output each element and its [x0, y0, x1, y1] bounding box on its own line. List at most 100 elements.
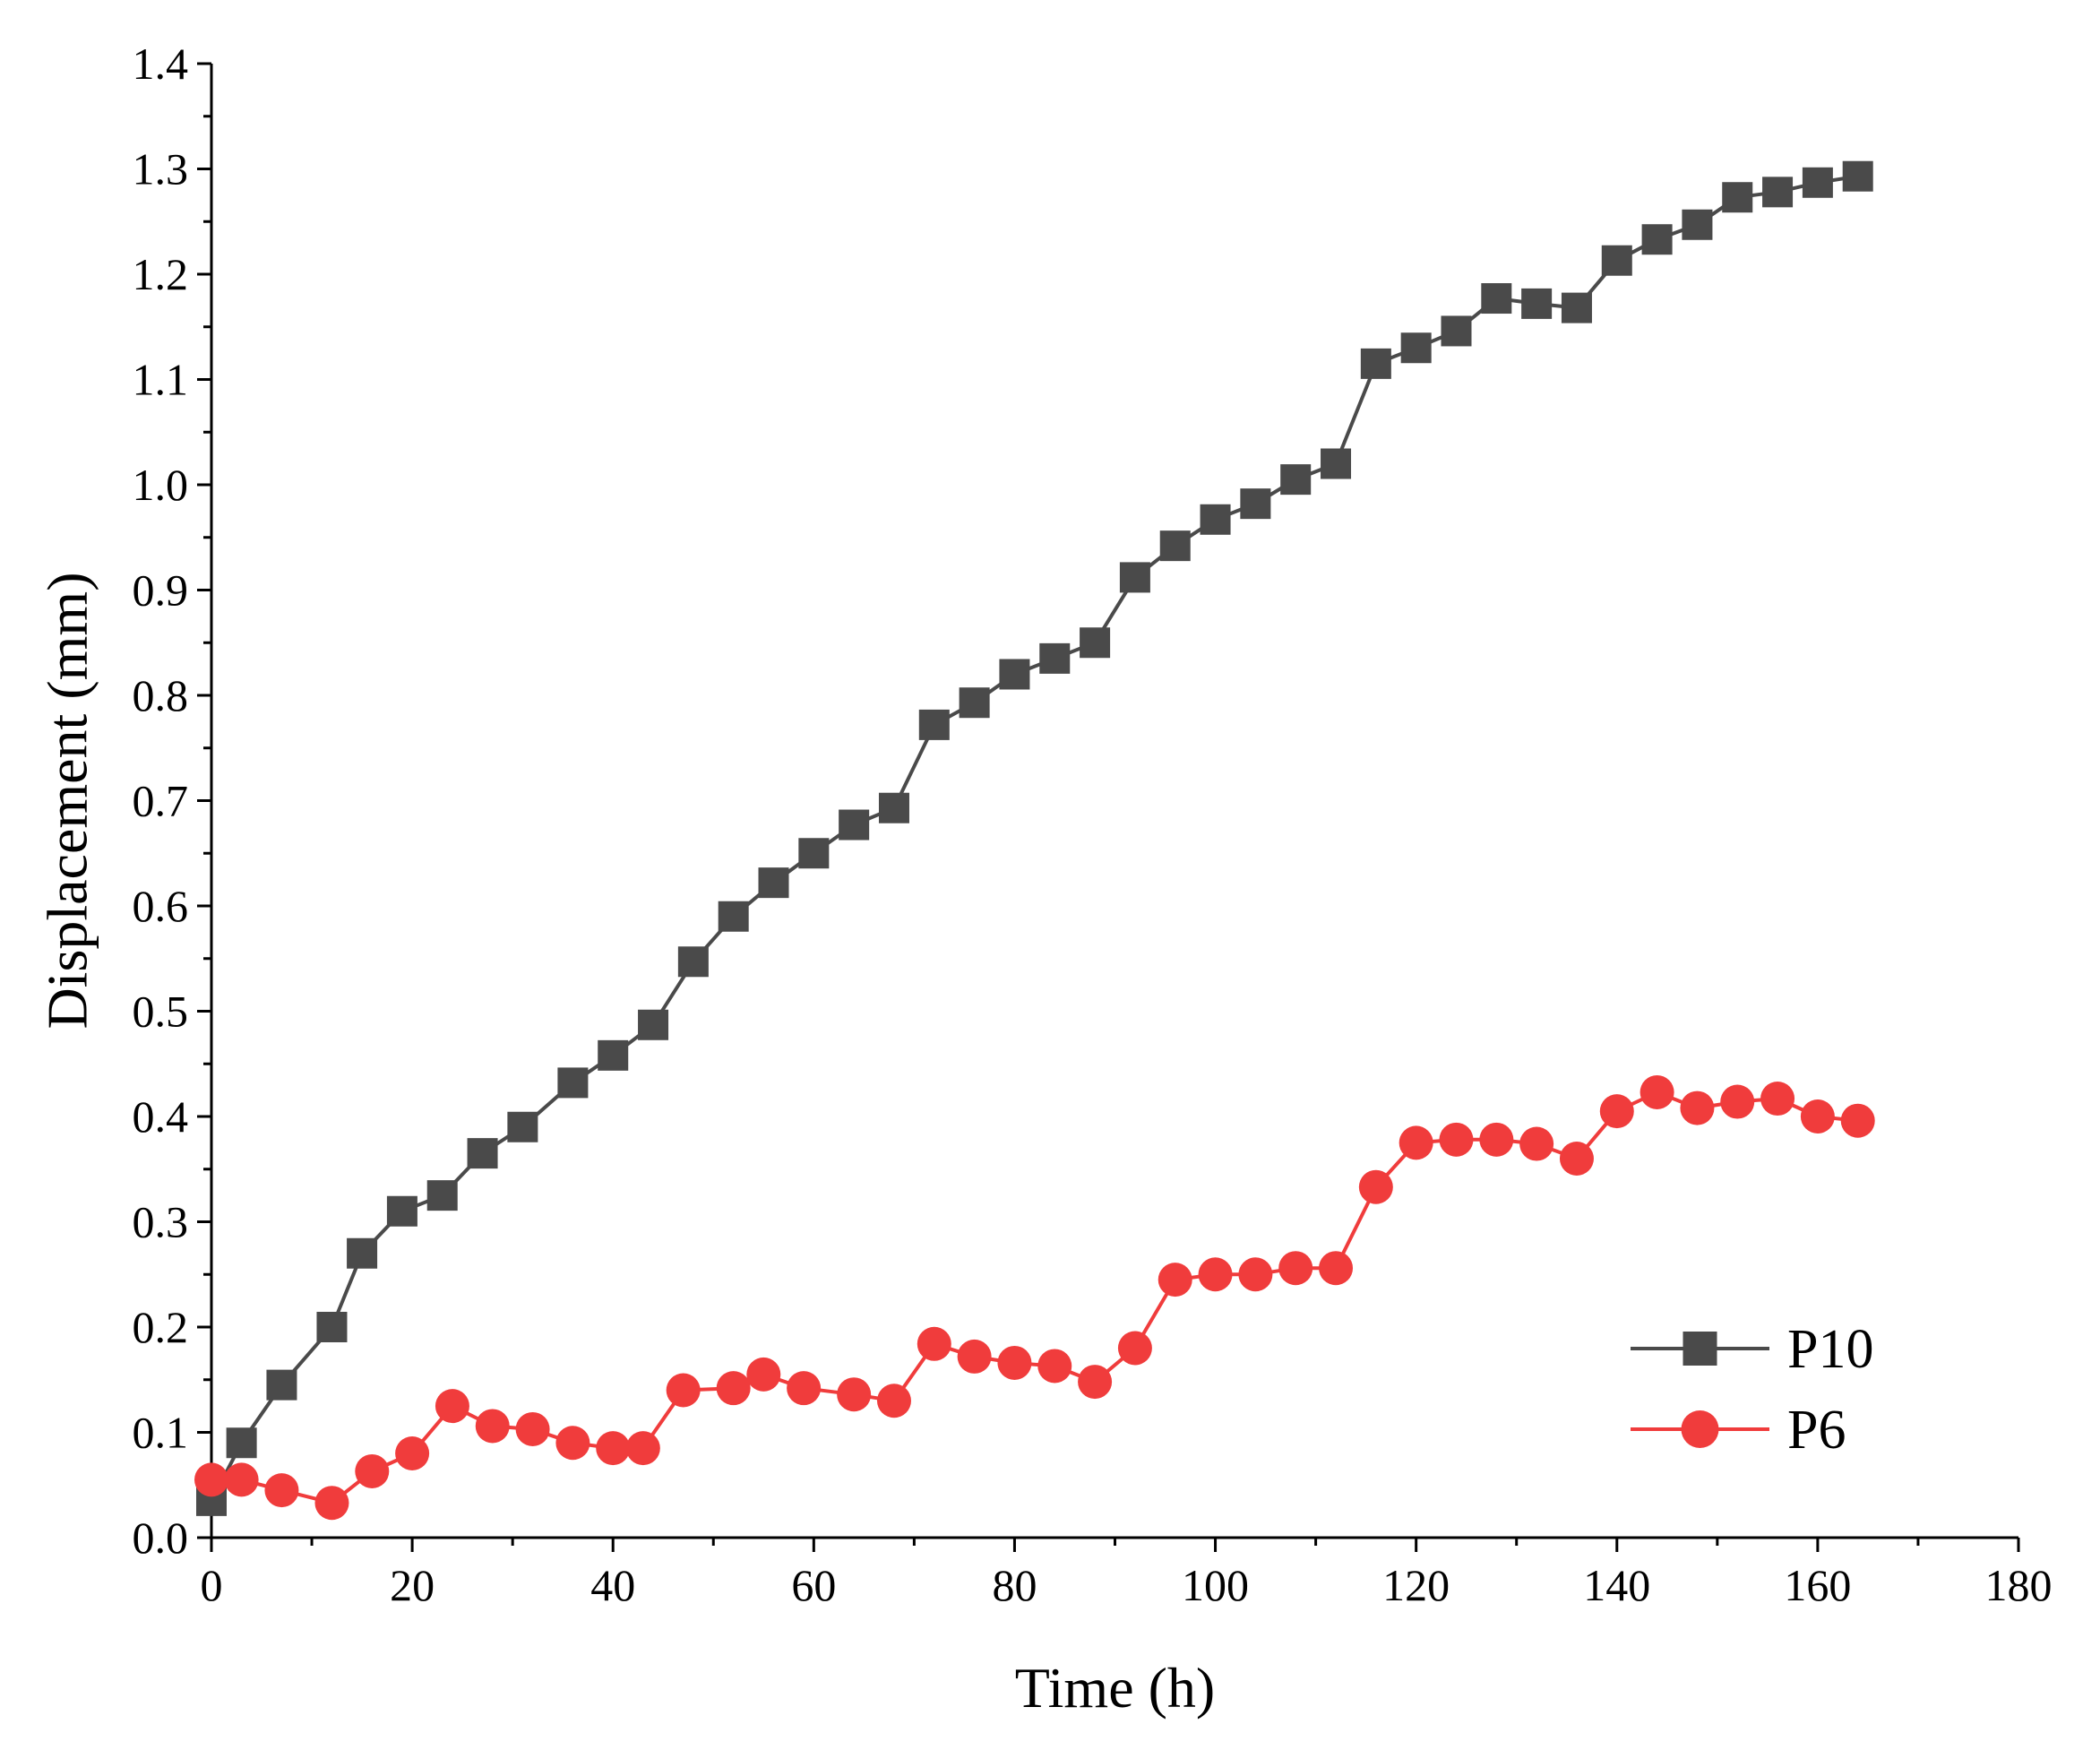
- y-tick-label: 0.1: [133, 1408, 189, 1458]
- x-tick-label: 60: [791, 1560, 836, 1610]
- axes: 0 20 40 60 80 100 120 140 160 180 0.0 0.1 0.2 0.3 0.4 0…: [133, 39, 2053, 1610]
- y-tick-label: 0.4: [133, 1091, 189, 1142]
- data-point-p10: [1561, 292, 1592, 323]
- data-point-p6: [1358, 1169, 1393, 1204]
- data-point-p10: [1722, 182, 1753, 213]
- data-point-p6: [837, 1377, 872, 1412]
- data-point-p10: [718, 901, 749, 932]
- legend-item-p6: P6: [1631, 1400, 1846, 1461]
- data-point-p10: [1762, 177, 1794, 208]
- data-point-p6: [395, 1436, 430, 1470]
- x-tick-label: 140: [1583, 1560, 1650, 1610]
- data-point-p6: [194, 1462, 228, 1497]
- data-point-p10: [266, 1369, 297, 1401]
- data-point-p10: [1039, 642, 1071, 674]
- data-point-p6: [1198, 1257, 1233, 1292]
- legend-marker-p6: [1681, 1410, 1719, 1448]
- data-point-p6: [1238, 1257, 1273, 1292]
- y-tick-label: 1.1: [133, 355, 189, 405]
- data-point-p10: [839, 809, 870, 841]
- series-p6: [194, 1074, 1875, 1521]
- data-point-p10: [226, 1427, 257, 1459]
- data-point-p10: [1601, 245, 1632, 276]
- y-tick-label: 1.3: [133, 144, 189, 194]
- data-point-p6: [746, 1357, 781, 1392]
- data-point-p10: [918, 709, 950, 740]
- data-point-p10: [1682, 209, 1713, 240]
- y-tick-label: 0.3: [133, 1197, 189, 1247]
- data-point-p6: [957, 1339, 992, 1374]
- data-point-p10: [1360, 348, 1391, 379]
- legend-label-p6: P6: [1787, 1400, 1846, 1461]
- data-point-p6: [1599, 1094, 1634, 1129]
- y-tick-label: 1.0: [133, 460, 189, 510]
- y-tick-label: 0.6: [133, 881, 189, 931]
- data-point-p10: [426, 1180, 458, 1211]
- data-point-p10: [1481, 283, 1512, 315]
- x-tick-label: 80: [992, 1560, 1037, 1610]
- series-layer: [194, 160, 1875, 1521]
- y-tick-label: 0.5: [133, 987, 189, 1037]
- y-tick-label: 0.8: [133, 670, 189, 720]
- data-point-p10: [1240, 488, 1271, 520]
- data-point-p10: [316, 1312, 348, 1342]
- data-point-p6: [625, 1431, 660, 1466]
- data-point-p6: [1037, 1349, 1072, 1384]
- x-tick-label: 100: [1182, 1560, 1249, 1610]
- x-tick-label: 120: [1382, 1560, 1450, 1610]
- data-point-p6: [1760, 1082, 1795, 1116]
- data-point-p6: [1117, 1331, 1152, 1366]
- y-tick-label: 0.2: [133, 1302, 189, 1352]
- y-tick-label: 1.4: [133, 39, 189, 89]
- data-point-p6: [1278, 1251, 1313, 1286]
- data-point-p10: [1119, 562, 1150, 593]
- data-point-p6: [1720, 1084, 1755, 1119]
- data-point-p6: [555, 1426, 590, 1461]
- y-tick-label: 1.2: [133, 249, 189, 299]
- data-point-p6: [1319, 1251, 1354, 1286]
- data-point-p10: [598, 1039, 629, 1071]
- data-point-p10: [1441, 315, 1472, 347]
- data-point-p6: [716, 1371, 751, 1406]
- data-point-p10: [1641, 224, 1673, 255]
- y-tick-label: 0.9: [133, 565, 189, 616]
- data-point-p6: [1439, 1122, 1474, 1157]
- x-tick-label: 0: [201, 1560, 223, 1610]
- data-point-p6: [475, 1409, 510, 1444]
- data-point-p10: [1280, 464, 1312, 496]
- data-point-p6: [1158, 1263, 1192, 1297]
- data-point-p6: [596, 1431, 631, 1466]
- series-p10: [196, 160, 1873, 1516]
- legend-label-p10: P10: [1787, 1319, 1873, 1380]
- data-point-p6: [224, 1462, 259, 1497]
- data-point-p10: [386, 1195, 417, 1227]
- legend-item-p10: P10: [1631, 1319, 1873, 1380]
- x-tick-label: 180: [1985, 1560, 2053, 1610]
- data-point-p10: [1842, 160, 1873, 192]
- data-point-p10: [1321, 448, 1352, 479]
- x-tick-label: 160: [1784, 1560, 1851, 1610]
- y-tick-label: 0.7: [133, 776, 189, 826]
- data-point-p6: [515, 1411, 550, 1446]
- data-point-p10: [1802, 167, 1833, 198]
- y-tick-label: 0.0: [133, 1513, 189, 1563]
- data-point-p6: [435, 1389, 469, 1424]
- data-point-p10: [959, 687, 990, 719]
- data-point-p6: [1800, 1099, 1835, 1134]
- data-point-p6: [666, 1373, 701, 1408]
- data-point-p6: [997, 1345, 1032, 1380]
- data-point-p6: [876, 1384, 911, 1418]
- data-point-p6: [787, 1371, 822, 1406]
- legend-marker-p10: [1683, 1332, 1717, 1366]
- data-point-p10: [467, 1138, 498, 1169]
- data-point-p10: [1521, 288, 1553, 319]
- data-point-p6: [1479, 1122, 1514, 1157]
- data-point-p10: [999, 659, 1030, 690]
- data-point-p6: [1519, 1126, 1554, 1161]
- data-point-p6: [1399, 1125, 1433, 1160]
- data-point-p10: [878, 792, 909, 823]
- data-point-p6: [1680, 1091, 1715, 1125]
- data-point-p6: [314, 1486, 349, 1521]
- data-point-p6: [1640, 1074, 1674, 1109]
